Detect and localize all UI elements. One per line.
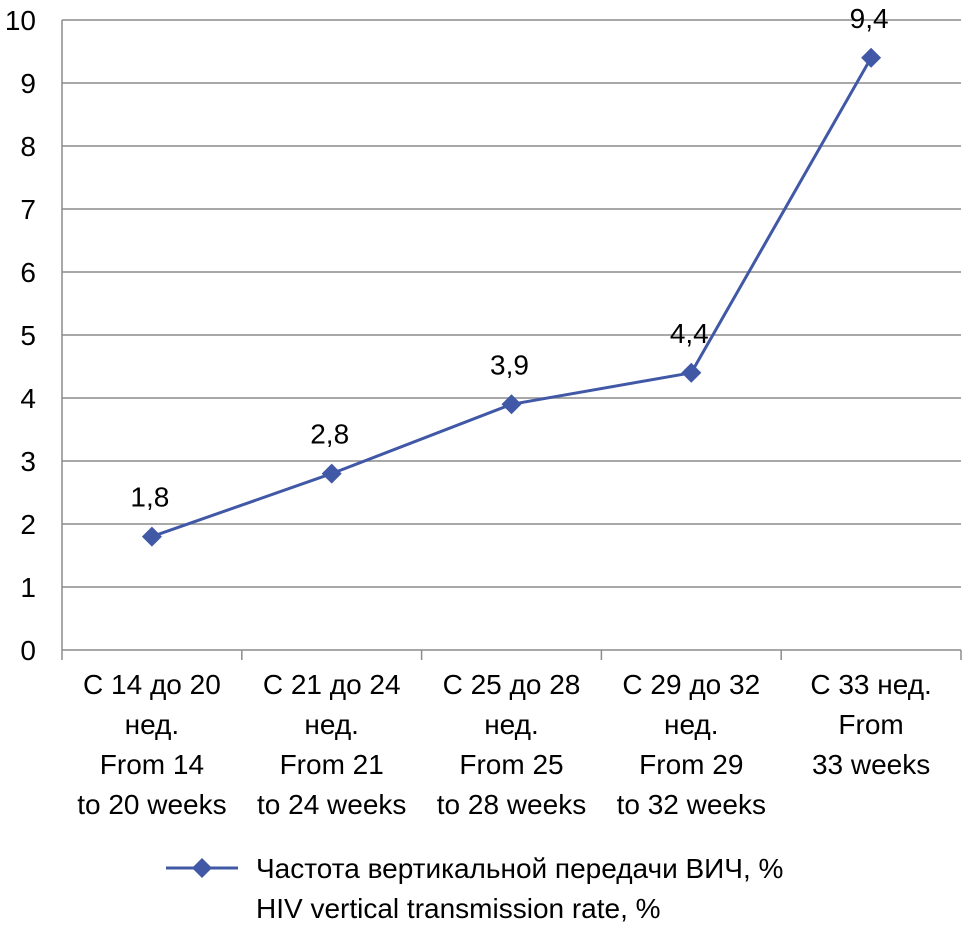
axes [61,20,962,660]
legend-label: Частота вертикальной передачи ВИЧ, % HIV … [256,853,783,924]
x-category-label-line: С 25 до 28 [443,669,581,700]
x-category-label-line: From 29 [639,749,743,780]
y-tick-label-0: 0 [20,635,36,666]
x-category-label-line: From [838,709,903,740]
y-axis-tick-labels: 0 1 2 3 4 5 6 7 8 9 10 [5,5,36,666]
x-category-label-0: С 14 до 20 нед. From 14 to 20 weeks [77,669,226,820]
data-labels: 1,8 2,8 3,9 4,4 9,4 [130,3,888,513]
x-category-label-line: From 14 [100,749,204,780]
y-tick-label-9: 9 [20,68,36,99]
y-tick-label-10: 10 [5,5,36,36]
data-label-4: 9,4 [850,3,889,34]
data-point-1 [321,463,342,484]
gridlines [62,19,961,588]
data-label-0: 1,8 [130,482,169,513]
y-tick-label-8: 8 [20,131,36,162]
x-category-label-line: From 25 [459,749,563,780]
data-label-1: 2,8 [310,419,349,450]
y-tick-label-7: 7 [20,194,36,225]
y-tick-label-4: 4 [20,383,36,414]
y-tick-label-6: 6 [20,257,36,288]
legend-swatch-marker [192,858,212,878]
x-category-label-line: 33 weeks [812,749,930,780]
x-axis-category-labels: С 14 до 20 нед. From 14 to 20 weeks С 21 до … [77,669,932,820]
series-line [141,47,882,547]
x-category-label-line: С 14 до 20 [83,669,221,700]
x-category-label-line: From 21 [280,749,384,780]
x-category-label-line: нед. [484,709,539,740]
data-label-2: 3,9 [490,349,529,380]
legend-label-line: HIV vertical transmission rate, % [256,893,661,924]
x-category-label-2: С 25 до 28 нед. From 25 to 28 weeks [437,669,586,820]
data-label-3: 4,4 [670,318,709,349]
y-tick-label-2: 2 [20,509,36,540]
data-point-0 [141,526,162,547]
data-point-3 [681,362,702,383]
x-category-label-line: to 24 weeks [257,789,406,820]
x-category-label-line: нед. [125,709,180,740]
x-category-label-line: to 32 weeks [617,789,766,820]
x-category-label-3: С 29 до 32 нед. From 29 to 32 weeks [617,669,766,820]
series-line-0 [151,57,873,539]
data-point-4 [861,47,882,68]
x-category-label-line: to 20 weeks [77,789,226,820]
x-category-label-line: to 28 weeks [437,789,586,820]
legend: Частота вертикальной передачи ВИЧ, % HIV … [166,853,783,924]
x-category-label-line: С 21 до 24 [263,669,401,700]
x-category-label-line: нед. [664,709,719,740]
x-category-label-line: нед. [304,709,359,740]
legend-label-line: Частота вертикальной передачи ВИЧ, % [256,853,783,884]
data-point-2 [501,394,522,415]
x-category-label-line: С 29 до 32 [622,669,760,700]
y-tick-label-1: 1 [20,572,36,603]
y-tick-label-3: 3 [20,446,36,477]
x-category-label-1: С 21 до 24 нед. From 21 to 24 weeks [257,669,406,820]
x-category-label-line: С 33 нед. [810,669,931,700]
x-category-label-4: С 33 нед. From 33 weeks [810,669,931,780]
y-tick-label-5: 5 [20,320,36,351]
